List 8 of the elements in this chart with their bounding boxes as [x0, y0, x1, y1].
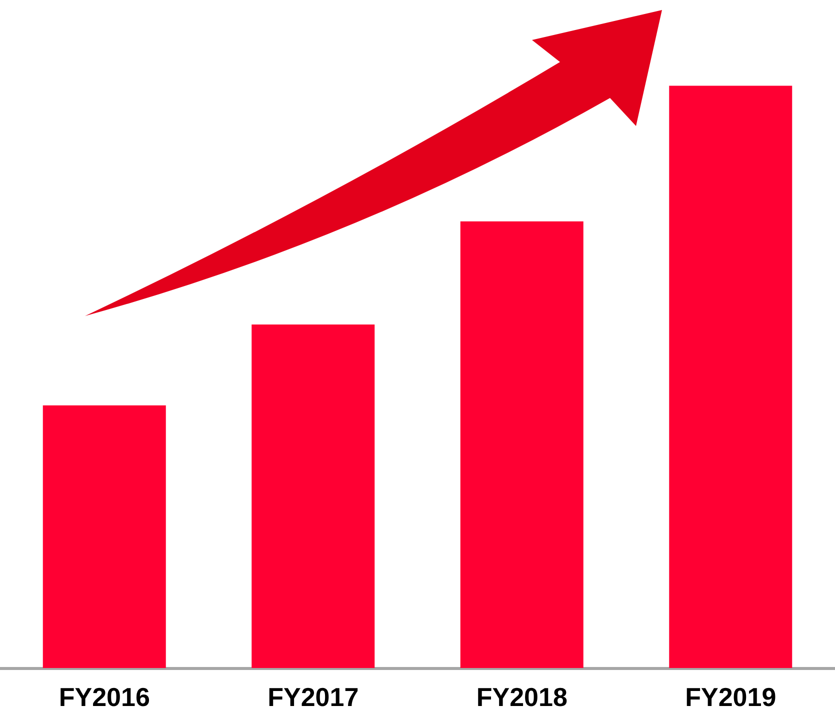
bar: [252, 324, 375, 668]
x-tick-label: FY2016: [58, 682, 150, 712]
bar: [42, 405, 166, 668]
x-tick-label: FY2019: [685, 682, 776, 712]
x-tick-label: FY2017: [268, 682, 359, 712]
bar: [460, 221, 584, 668]
x-tick-label: FY2018: [476, 682, 568, 712]
bar: [669, 86, 792, 668]
